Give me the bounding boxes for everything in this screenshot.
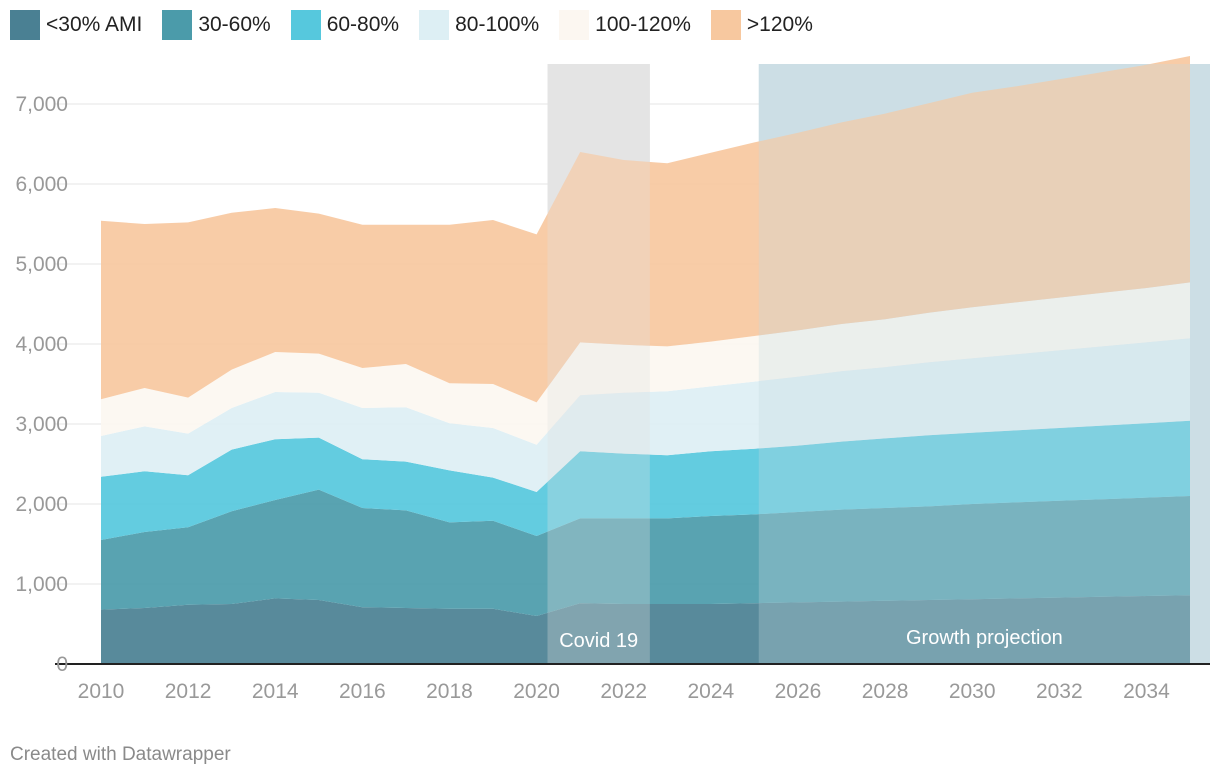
legend-label-80-100: 80-100% bbox=[455, 13, 540, 36]
legend: <30% AMI 30-60% 60-80% 80-100% 100-120% … bbox=[10, 10, 833, 40]
y-tick-label-1: 1,000 bbox=[15, 573, 68, 596]
legend-item-30-60: 30-60% bbox=[162, 10, 271, 40]
y-tick-label-7: 7,000 bbox=[15, 93, 68, 116]
legend-item-80-100: 80-100% bbox=[419, 10, 539, 40]
x-tick-label-5: 2020 bbox=[513, 680, 560, 703]
y-tick-label-2: 2,000 bbox=[15, 493, 68, 516]
area-series-5 bbox=[101, 56, 1190, 403]
legend-swatch-60-80 bbox=[290, 10, 321, 40]
area-series-3 bbox=[101, 338, 1190, 492]
area-series-0 bbox=[101, 595, 1190, 664]
x-tick-label-1: 2012 bbox=[165, 680, 212, 703]
footer-credit: Created with Datawrapper bbox=[10, 744, 231, 765]
annotation-label-1: Growth projection bbox=[906, 627, 1063, 649]
legend-item-gt120: >120% bbox=[710, 10, 813, 40]
x-tick-label-3: 2016 bbox=[339, 680, 386, 703]
legend-label-60-80: 60-80% bbox=[326, 13, 400, 36]
x-tick-label-0: 2010 bbox=[78, 680, 125, 703]
legend-swatch-30-60 bbox=[162, 10, 193, 40]
x-tick-label-7: 2024 bbox=[687, 680, 734, 703]
legend-item-60-80: 60-80% bbox=[290, 10, 400, 40]
y-tick-label-3: 3,000 bbox=[15, 413, 68, 436]
x-tick-label-8: 2026 bbox=[775, 680, 822, 703]
legend-swatch-gt120 bbox=[710, 10, 741, 40]
legend-label-gt120: >120% bbox=[746, 13, 813, 36]
legend-item-100-120: 100-120% bbox=[559, 10, 691, 40]
legend-label-30-60: 30-60% bbox=[198, 13, 271, 36]
area-series-1 bbox=[101, 489, 1190, 616]
x-tick-label-2: 2014 bbox=[252, 680, 299, 703]
x-tick-label-10: 2030 bbox=[949, 680, 996, 703]
annotation-label-0: Covid 19 bbox=[559, 630, 638, 652]
y-tick-label-5: 5,000 bbox=[15, 253, 68, 276]
legend-swatch-lt30 bbox=[10, 10, 40, 40]
annotation-overlay-0 bbox=[547, 64, 650, 664]
legend-item-lt30: <30% AMI bbox=[10, 10, 142, 40]
y-tick-label-0: 0 bbox=[56, 653, 68, 676]
y-tick-label-4: 4,000 bbox=[15, 333, 68, 356]
legend-swatch-80-100 bbox=[419, 10, 450, 40]
legend-swatch-100-120 bbox=[559, 10, 590, 40]
x-tick-label-11: 2032 bbox=[1036, 680, 1083, 703]
x-tick-label-4: 2018 bbox=[426, 680, 473, 703]
area-series-4 bbox=[101, 282, 1190, 445]
x-tick-label-12: 2034 bbox=[1123, 680, 1170, 703]
legend-label-100-120: 100-120% bbox=[595, 13, 691, 36]
x-tick-label-9: 2028 bbox=[862, 680, 909, 703]
legend-label-lt30: <30% AMI bbox=[46, 13, 143, 36]
annotation-overlay-1 bbox=[758, 64, 1210, 664]
y-tick-label-6: 6,000 bbox=[15, 173, 68, 196]
x-tick-label-6: 2022 bbox=[600, 680, 647, 703]
area-series-2 bbox=[101, 420, 1190, 540]
